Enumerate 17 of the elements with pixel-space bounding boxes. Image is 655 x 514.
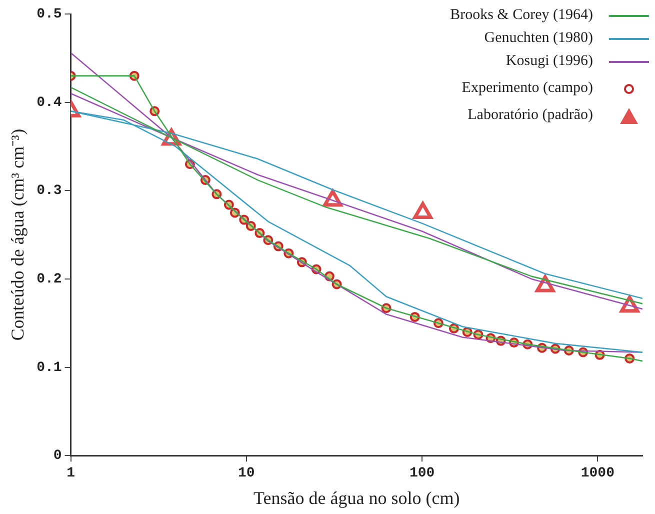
- legend-label: Brooks & Corey (1964): [450, 7, 593, 24]
- legend-label: Experimento (campo): [462, 80, 593, 97]
- x-tick-label: 1: [66, 466, 76, 482]
- x-axis-title: Tensão de água no solo (cm): [254, 488, 460, 508]
- x-tick-label: 1000: [580, 466, 614, 482]
- legend-label: Genuchten (1980): [484, 30, 593, 47]
- x-tick-label: 10: [238, 466, 255, 482]
- y-tick-label: 0.5: [36, 6, 62, 23]
- x-tick-label: 100: [409, 466, 435, 482]
- legend-label: Kosugi (1996): [506, 53, 593, 70]
- y-tick-label: 0.3: [36, 183, 62, 200]
- y-tick-label: 0.1: [36, 360, 62, 376]
- y-tick-label: 0: [53, 448, 62, 464]
- y-tick-label: 0.4: [36, 94, 62, 111]
- legend-label: Laboratório (padrão): [468, 107, 593, 124]
- y-tick-label: 0.2: [36, 271, 62, 288]
- y-axis-title: Conteúdo de água (cm³ cm⁻³): [8, 128, 28, 341]
